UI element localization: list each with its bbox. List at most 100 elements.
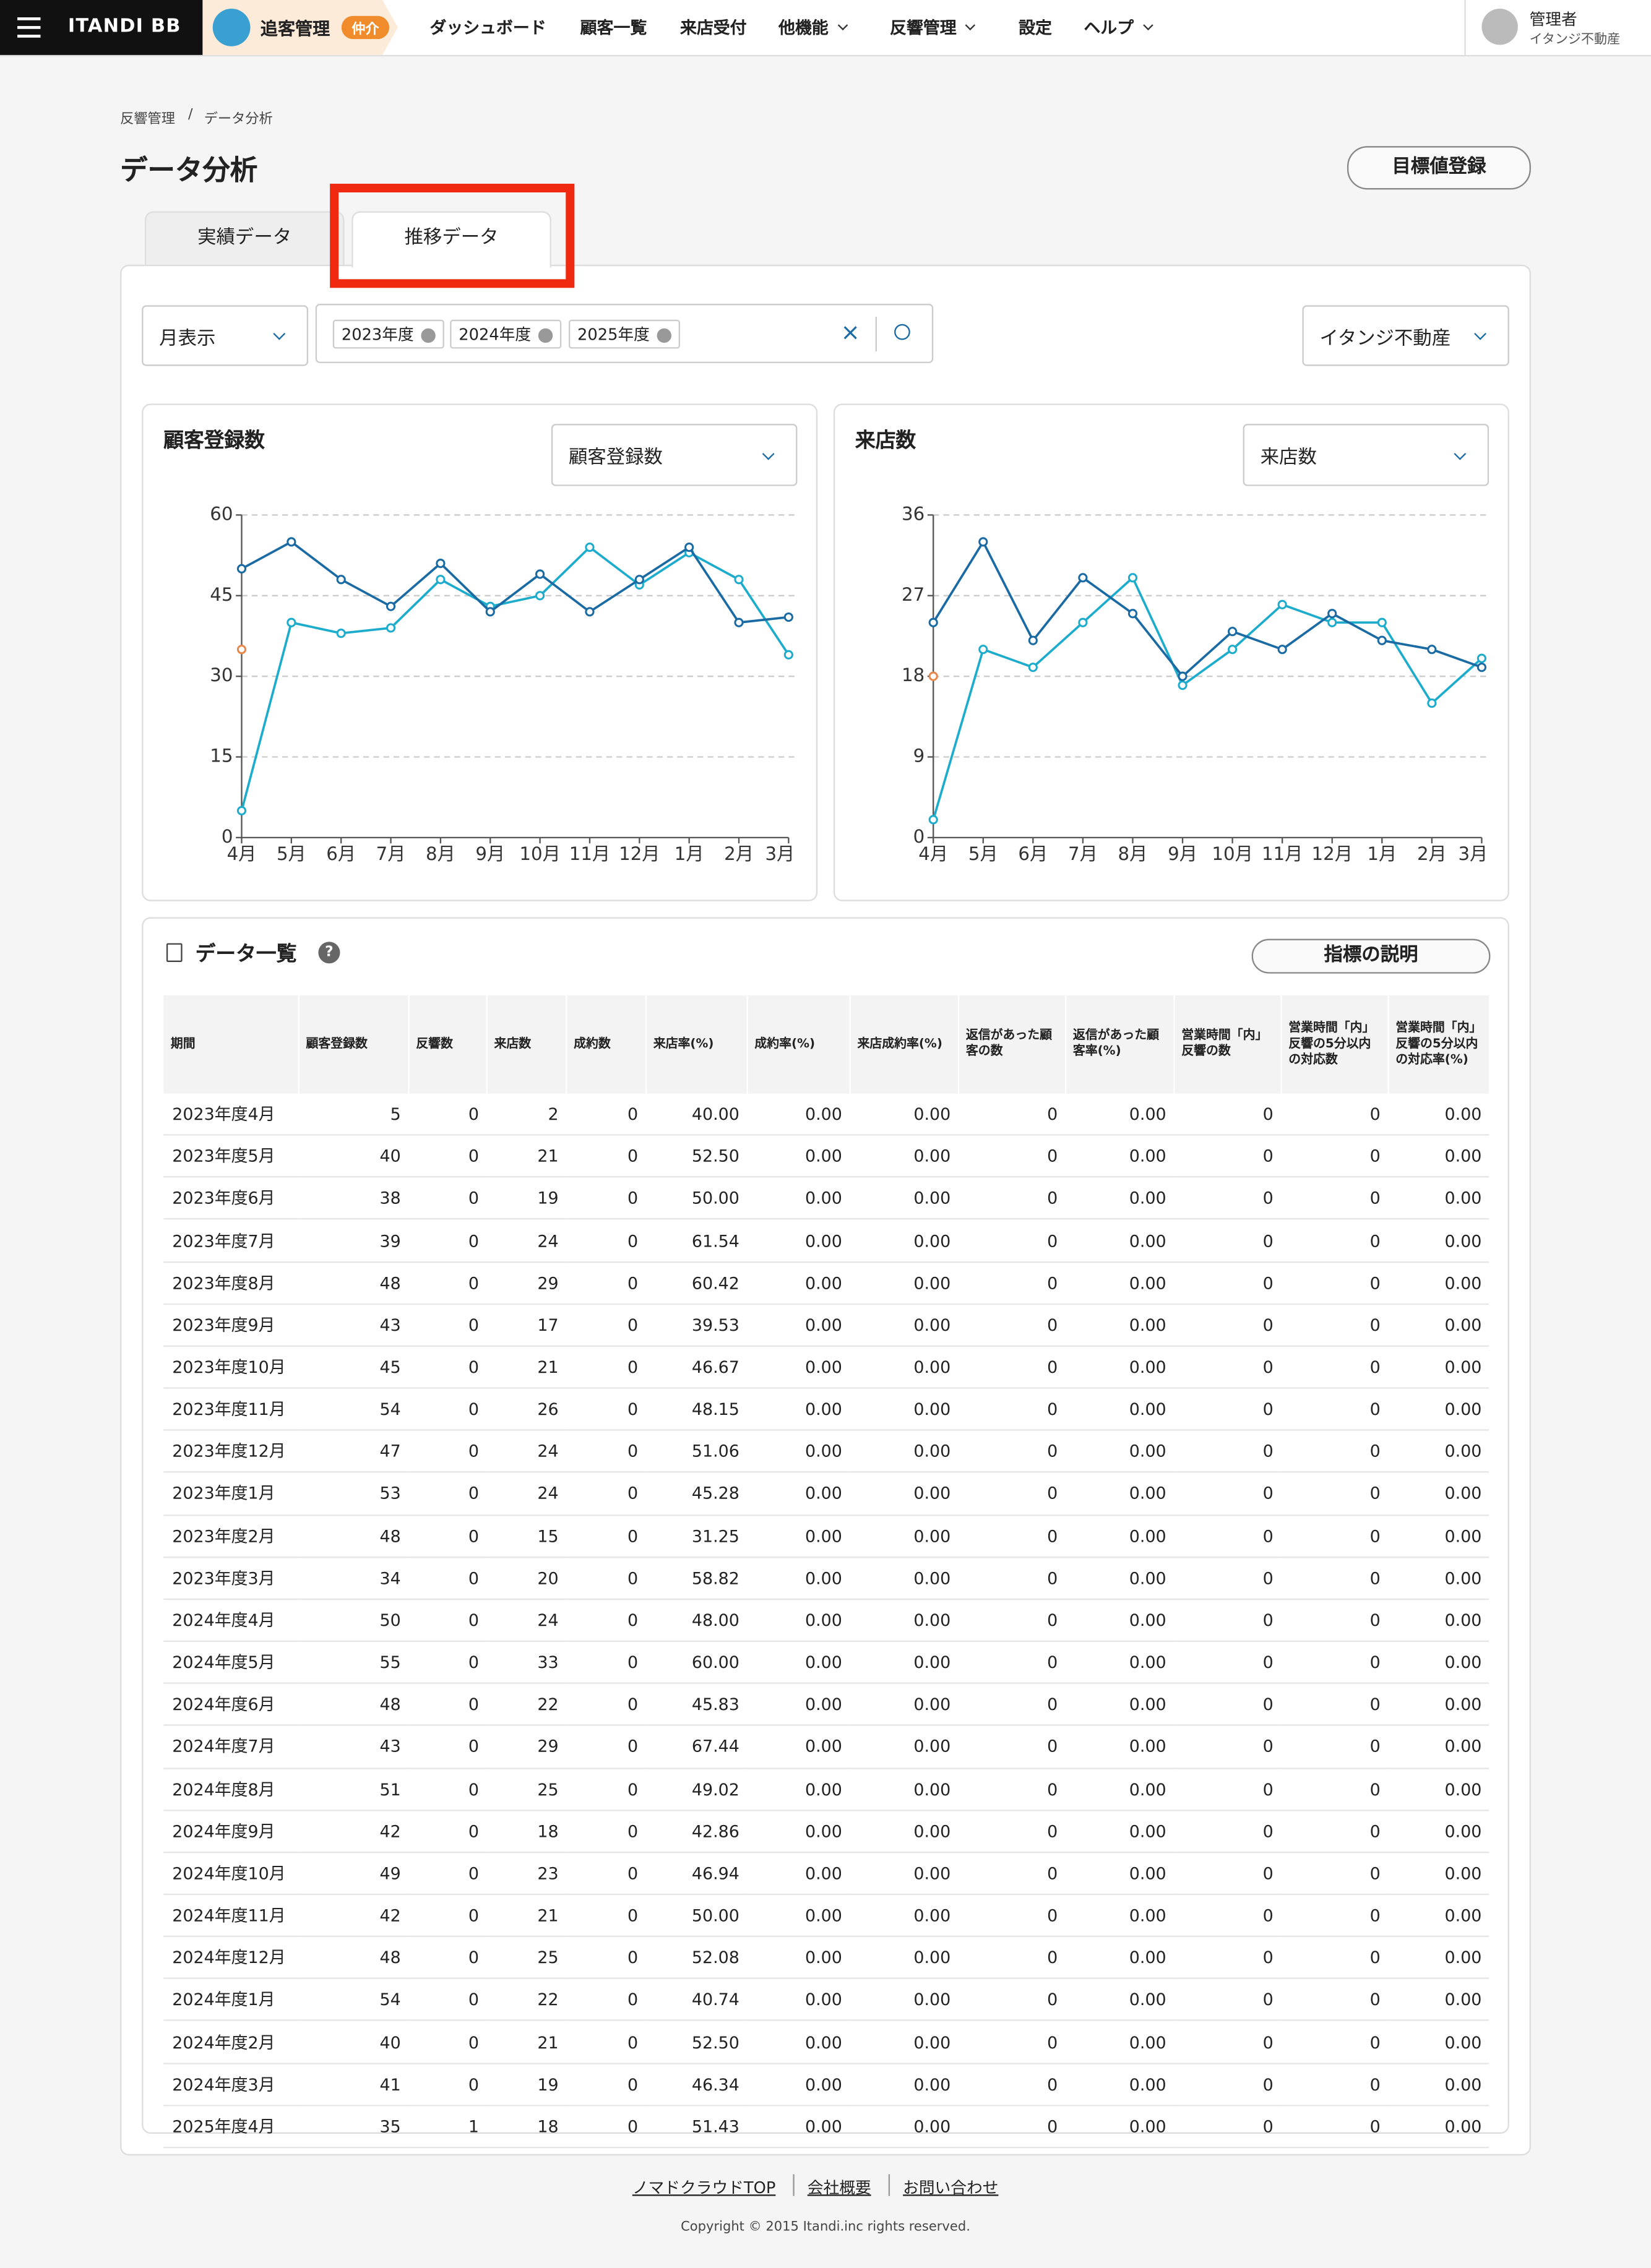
table-cell: 5: [298, 1093, 408, 1136]
table-cell: 39: [298, 1219, 408, 1263]
table-cell: 2024年度6月: [163, 1683, 298, 1727]
product-block[interactable]: 追客管理 仲介: [202, 0, 399, 55]
table-cell: 2023年度6月: [163, 1177, 298, 1221]
year-chip[interactable]: 2025年度: [568, 319, 681, 349]
footer-link[interactable]: お問い合わせ: [903, 2178, 999, 2197]
table-cell: 0: [957, 1135, 1065, 1179]
table-row: 2024年度2月 40 0 21 0 52.50 0.00 0.00 0 0.00 0 0 0.00: [163, 2021, 1489, 2064]
nav-item[interactable]: ダッシュボード: [429, 17, 546, 38]
table-row: 2024年度11月 42 0 21 0 50.00 0.00 0.00 0 0.00 0 0 0.00: [163, 1894, 1489, 1938]
nav-item[interactable]: 他機能: [778, 16, 846, 39]
period-value: 月表示: [159, 327, 216, 350]
table-cell: 43: [298, 1725, 408, 1769]
data-table: 期間 顧客登録数 反響数 来店数 成約数 来店率(%) 成約率(%) 来店成約率(%) 返信があ…: [163, 995, 1490, 2149]
footer-link[interactable]: 会社概要: [807, 2178, 871, 2197]
nav-item[interactable]: 顧客一覧: [580, 17, 647, 38]
table-cell: 0: [957, 1894, 1065, 1938]
table-cell: 2024年度10月: [163, 1852, 298, 1896]
table-cell: 0: [957, 1599, 1065, 1643]
table-cell: 50.00: [645, 1177, 747, 1221]
metric-select[interactable]: 顧客登録数: [551, 424, 798, 486]
footer-link[interactable]: ノマドクラウドTOP: [632, 2178, 776, 2197]
menu-icon[interactable]: [17, 17, 41, 38]
footer-divider: [793, 2174, 795, 2196]
table-cell: 0.00: [746, 1683, 850, 1727]
table-cell: 0: [1173, 1472, 1281, 1516]
user-menu[interactable]: 管理者 イタンジ不動産: [1464, 0, 1651, 55]
table-cell: 22: [486, 1683, 566, 1727]
clear-icon[interactable]: ×: [840, 318, 860, 346]
table-cell: 19: [486, 1177, 566, 1221]
table-cell: 60.00: [645, 1641, 747, 1685]
table-cell: 0: [957, 1683, 1065, 1727]
nav-item[interactable]: 反響管理: [890, 16, 974, 39]
table-cell: 2023年度11月: [163, 1388, 298, 1432]
table-cell: 0: [408, 2021, 486, 2064]
column-header: 来店成約率(%): [849, 995, 959, 1094]
tab[interactable]: 実績データ: [144, 211, 345, 267]
table-cell: 0: [408, 1936, 486, 1980]
product-name: 追客管理: [260, 19, 330, 40]
table-cell: 0.00: [1387, 1430, 1489, 1474]
table-cell: 2023年度7月: [163, 1219, 298, 1263]
table-row: 2024年度8月 51 0 25 0 49.02 0.00 0.00 0 0.00 0 0 0.00: [163, 1768, 1489, 1811]
table-cell: 18: [486, 1810, 566, 1853]
table-cell: 0: [957, 1430, 1065, 1474]
table-row: 2023年度7月 39 0 24 0 61.54 0.00 0.00 0 0.00 0 0 0.00: [163, 1219, 1489, 1263]
table-cell: 0.00: [1064, 1261, 1174, 1305]
product-badge: 仲介: [341, 15, 390, 40]
breadcrumb-item[interactable]: 反響管理: [120, 111, 175, 127]
table-cell: 40: [298, 2021, 408, 2064]
tab-active[interactable]: 推移データ: [351, 211, 551, 268]
table-cell: 0.00: [746, 1093, 850, 1136]
table-cell: 0: [408, 1683, 486, 1727]
table-cell: 0.00: [1064, 1430, 1174, 1474]
year-filter[interactable]: 2023年度 2024年度 2025年度 ×: [315, 304, 934, 363]
explain-button[interactable]: 指標の説明: [1251, 939, 1491, 974]
table-cell: 0: [957, 2105, 1065, 2149]
store-select[interactable]: イタンジ不動産: [1302, 305, 1509, 366]
nav-item[interactable]: ヘルプ: [1084, 16, 1151, 39]
table-cell: 0: [1173, 1978, 1281, 2022]
table-cell: 0.00: [849, 1135, 958, 1179]
nav-item[interactable]: 設定: [1019, 17, 1052, 38]
chevron: [1454, 447, 1467, 460]
table-cell: 0.00: [1064, 1388, 1174, 1432]
table-cell: 0: [1173, 1641, 1281, 1685]
table-cell: 2023年度12月: [163, 1430, 298, 1474]
table-cell: 0: [957, 1304, 1065, 1347]
table-row: 2023年度9月 43 0 17 0 39.53 0.00 0.00 0 0.00 0 0 0.00: [163, 1304, 1489, 1347]
table-cell: 2024年度1月: [163, 1978, 298, 2022]
logo-block[interactable]: ITANDI BB: [0, 0, 203, 55]
year-chip[interactable]: 2024年度: [450, 319, 562, 349]
metric-select[interactable]: 来店数: [1243, 424, 1489, 486]
table-cell: 0.00: [1387, 1894, 1489, 1938]
table-cell: 0.00: [1064, 1725, 1174, 1769]
period-select[interactable]: 月表示: [142, 305, 309, 366]
table-cell: 0.00: [746, 1978, 850, 2022]
table-cell: 48: [298, 1683, 408, 1727]
year-chip[interactable]: 2023年度: [332, 319, 444, 349]
table-cell: 0.00: [746, 2063, 850, 2106]
table-cell: 0.00: [849, 1641, 958, 1685]
search-icon[interactable]: [894, 324, 910, 340]
table-cell: 24: [486, 1430, 566, 1474]
table-cell: 0: [408, 1388, 486, 1432]
table-cell: 0: [408, 1768, 486, 1811]
table-cell: 0.00: [849, 1514, 958, 1558]
table-title: データ一覧: [195, 943, 297, 966]
table-cell: 34: [298, 1557, 408, 1600]
table-cell: 0: [1280, 1261, 1388, 1305]
help-icon[interactable]: ?: [318, 942, 340, 964]
table-cell: 2025年度4月: [163, 2105, 298, 2149]
table-cell: 0.00: [746, 2021, 850, 2064]
table-cell: 0.00: [1387, 1810, 1489, 1853]
nav-item[interactable]: 来店受付: [680, 17, 747, 38]
table-cell: 0.00: [746, 1261, 850, 1305]
table-cell: 0: [408, 1261, 486, 1305]
target-button[interactable]: 目標値登録: [1347, 146, 1531, 190]
footer-divider: [888, 2174, 890, 2196]
table-cell: 2024年度9月: [163, 1810, 298, 1853]
table-cell: 23: [486, 1852, 566, 1896]
table-cell: 0: [1173, 1430, 1281, 1474]
